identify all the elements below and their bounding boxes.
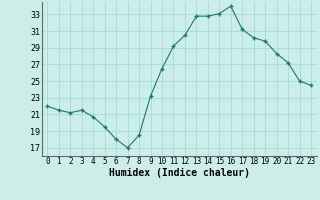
- X-axis label: Humidex (Indice chaleur): Humidex (Indice chaleur): [109, 168, 250, 178]
